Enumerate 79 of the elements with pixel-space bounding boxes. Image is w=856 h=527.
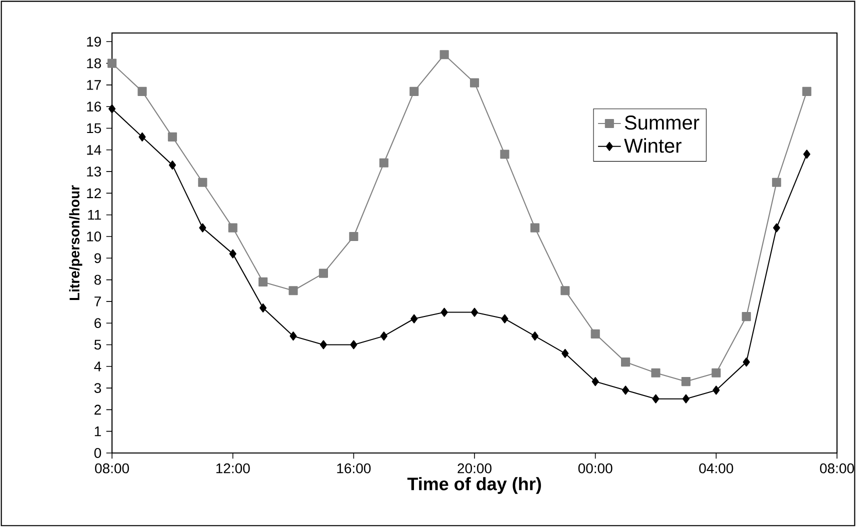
point	[379, 158, 388, 168]
y-tick-label: 5	[94, 340, 102, 350]
point	[258, 277, 268, 286]
y-tick-label: 14	[87, 145, 102, 155]
point	[318, 268, 328, 278]
point	[108, 104, 116, 114]
y-tick-label: 2	[94, 404, 101, 415]
x-tick-label: 04:00	[699, 463, 734, 474]
y-tick-label: 10	[87, 232, 102, 242]
y-tick-label: 16	[87, 102, 101, 112]
point	[622, 386, 630, 395]
point	[198, 178, 208, 187]
point	[681, 377, 690, 386]
point	[682, 394, 690, 404]
x-axis-title: Time of day (hr)	[407, 477, 541, 494]
y-tick-label: 9	[94, 253, 101, 264]
point	[530, 223, 540, 232]
legend-label: Winter	[624, 138, 682, 153]
point	[168, 160, 176, 170]
legend-label: Summer	[624, 116, 700, 130]
x-tick-label: 08:00	[820, 463, 854, 474]
point	[260, 303, 267, 312]
y-tick-label: 12	[87, 188, 101, 198]
point	[440, 50, 449, 60]
point	[501, 314, 508, 324]
point	[592, 377, 599, 386]
point	[590, 329, 600, 338]
point	[228, 223, 238, 232]
y-tick-label: 6	[94, 318, 101, 328]
y-tick-label: 3	[94, 383, 101, 394]
point	[410, 86, 419, 96]
point	[712, 368, 721, 378]
point	[138, 86, 147, 96]
point	[803, 150, 810, 159]
point	[773, 223, 780, 232]
point	[199, 223, 206, 232]
point	[621, 358, 630, 367]
y-tick-label: 7	[94, 296, 101, 306]
point	[349, 232, 358, 242]
x-tick-label: 16:00	[337, 463, 371, 474]
y-tick-label: 18	[87, 58, 101, 68]
point	[290, 332, 297, 341]
point	[742, 312, 751, 322]
y-axis-title: Litre/person/hour	[69, 185, 82, 300]
y-tick-label: 4	[94, 362, 102, 372]
point	[562, 348, 569, 358]
y-tick-label: 15	[87, 123, 102, 134]
point	[802, 86, 812, 96]
point	[712, 386, 720, 395]
y-tick-label: 17	[87, 80, 101, 90]
point	[652, 394, 660, 404]
point	[410, 314, 418, 324]
y-tick-label: 8	[94, 274, 101, 285]
point	[288, 286, 298, 296]
point	[320, 340, 328, 350]
point	[500, 150, 510, 159]
point	[138, 132, 146, 142]
point	[440, 308, 448, 317]
point	[742, 358, 750, 367]
point	[470, 78, 480, 88]
point	[380, 332, 388, 341]
point	[651, 368, 660, 378]
point	[772, 178, 782, 187]
x-tick-label: 20:00	[458, 463, 492, 474]
point	[229, 249, 236, 258]
point	[470, 308, 478, 317]
y-tick-label: 13	[87, 166, 101, 177]
y-tick-label: 19	[87, 36, 101, 47]
x-tick-label: 08:00	[95, 463, 129, 474]
point	[168, 132, 177, 142]
y-tick-label: 11	[88, 210, 101, 220]
x-tick-label: 12:00	[216, 463, 250, 474]
point	[560, 286, 570, 296]
x-tick-label: 00:00	[578, 463, 612, 474]
y-tick-label: 0	[94, 448, 102, 458]
point	[350, 340, 358, 350]
point	[531, 332, 538, 341]
y-tick-label: 1	[94, 426, 101, 436]
point	[107, 58, 117, 68]
